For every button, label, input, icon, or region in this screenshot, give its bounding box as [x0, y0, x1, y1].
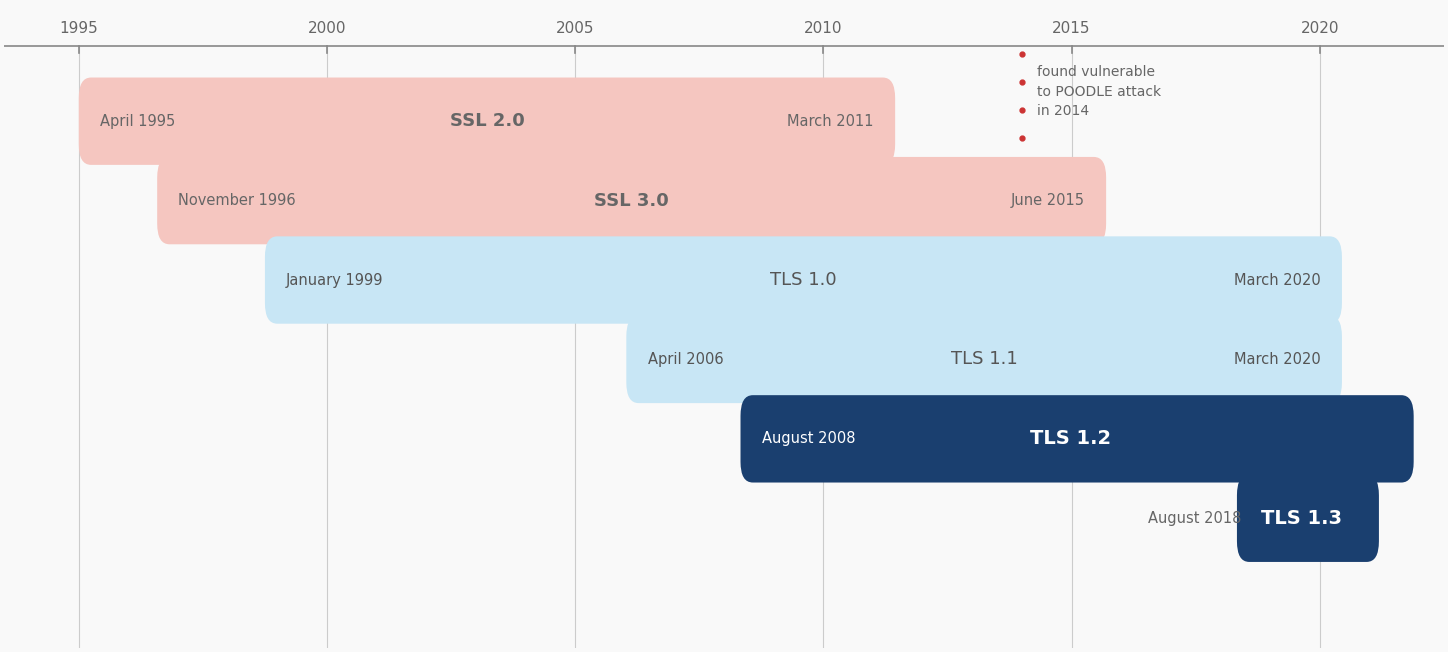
Text: TLS 1.2: TLS 1.2 [1031, 430, 1112, 449]
FancyBboxPatch shape [1237, 475, 1378, 562]
Text: 2010: 2010 [804, 21, 843, 36]
Text: 2000: 2000 [307, 21, 346, 36]
Text: March 2020: March 2020 [1234, 273, 1321, 288]
Text: August 2018: August 2018 [1148, 511, 1242, 526]
Text: June 2015: June 2015 [1011, 193, 1085, 208]
Text: November 1996: November 1996 [178, 193, 295, 208]
FancyBboxPatch shape [740, 395, 1413, 482]
Text: April 1995: April 1995 [100, 113, 175, 128]
Text: found vulnerable
to POODLE attack
in 2014: found vulnerable to POODLE attack in 201… [1037, 65, 1161, 119]
Text: March 2011: March 2011 [788, 113, 875, 128]
FancyBboxPatch shape [158, 157, 1106, 244]
FancyBboxPatch shape [265, 236, 1342, 323]
Text: TLS 1.1: TLS 1.1 [951, 350, 1018, 368]
Polygon shape [1389, 416, 1405, 462]
Text: TLS 1.3: TLS 1.3 [1261, 509, 1342, 527]
Text: 1995: 1995 [59, 21, 98, 36]
Text: SSL 3.0: SSL 3.0 [594, 192, 669, 209]
Text: 2005: 2005 [556, 21, 594, 36]
Text: SSL 2.0: SSL 2.0 [449, 112, 524, 130]
Text: March 2020: March 2020 [1234, 352, 1321, 367]
FancyBboxPatch shape [78, 78, 895, 165]
Polygon shape [1354, 496, 1370, 541]
Text: August 2008: August 2008 [762, 432, 856, 447]
Text: 2015: 2015 [1053, 21, 1090, 36]
Text: January 1999: January 1999 [287, 273, 384, 288]
Text: April 2006: April 2006 [647, 352, 723, 367]
FancyBboxPatch shape [627, 316, 1342, 403]
Text: TLS 1.0: TLS 1.0 [770, 271, 837, 289]
Text: 2020: 2020 [1300, 21, 1339, 36]
